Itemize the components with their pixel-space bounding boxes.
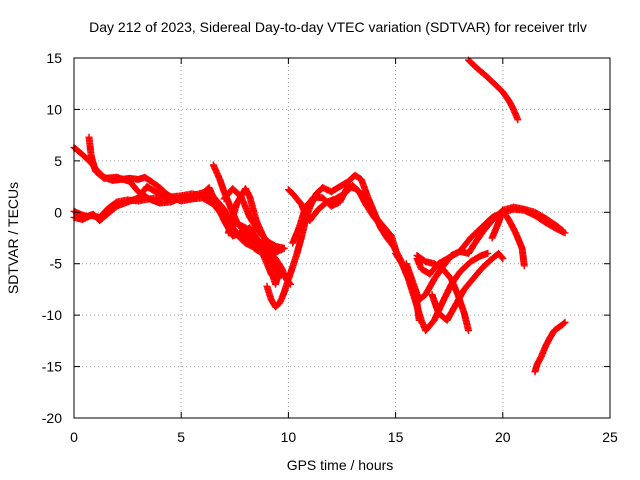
plot-frame (73, 57, 611, 419)
series-markers (85, 133, 288, 256)
y-tick-label: -10 (42, 307, 62, 323)
gridlines (74, 58, 610, 418)
x-tick-label: 5 (177, 429, 185, 445)
chart-title: Day 212 of 2023, Sidereal Day-to-day VTE… (89, 19, 587, 35)
y-tick-label: 0 (54, 204, 62, 220)
series-markers (488, 206, 528, 270)
series-markers (209, 161, 279, 283)
series-trace-7 (224, 185, 271, 247)
series-trace-17 (465, 56, 522, 124)
x-tick-label: 0 (70, 429, 78, 445)
y-axis-label: SDTVAR / TECUs (5, 182, 21, 294)
y-tick-label: 10 (46, 101, 62, 117)
x-axis-label: GPS time / hours (287, 457, 394, 473)
data-points (70, 56, 569, 376)
series-trace-10 (289, 182, 400, 253)
y-tick-label: -20 (42, 410, 62, 426)
x-tick-label: 10 (281, 429, 297, 445)
y-tick-label: 5 (54, 153, 62, 169)
series-markers (224, 185, 271, 247)
y-tick-label: 15 (46, 50, 62, 66)
series-trace-4 (85, 133, 288, 256)
series-trace-15 (413, 252, 472, 335)
series-trace-5 (209, 161, 279, 283)
axis-ticks: 0 5 10 15 20 25 -20 -15 -10 -5 0 5 10 15 (42, 50, 618, 445)
series-trace-18 (531, 318, 569, 376)
x-tick-label: 25 (602, 429, 618, 445)
x-tick-label: 15 (388, 429, 404, 445)
y-tick-label: -15 (42, 359, 62, 375)
x-tick-label: 20 (495, 429, 511, 445)
series-trace-16 (488, 206, 528, 270)
series-markers (465, 56, 522, 124)
series-markers (531, 318, 569, 376)
series-markers (289, 182, 400, 253)
series-markers (413, 252, 472, 335)
y-tick-label: -5 (50, 256, 63, 272)
